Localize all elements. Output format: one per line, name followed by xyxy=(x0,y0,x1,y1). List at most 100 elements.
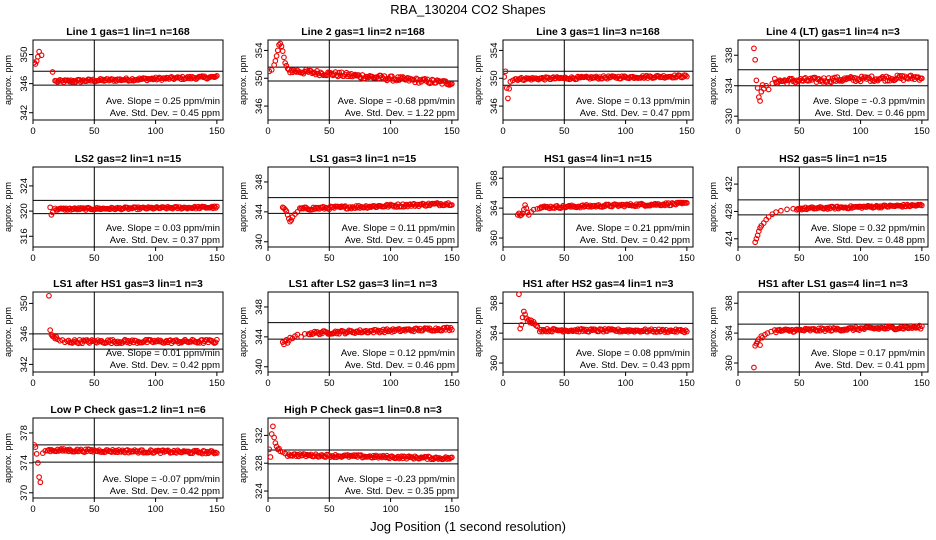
data-point xyxy=(545,328,552,335)
data-point xyxy=(271,434,277,441)
y-tick-label: 328 xyxy=(254,455,265,471)
x-tick-label: 0 xyxy=(735,378,740,389)
data-point xyxy=(33,444,39,451)
x-tick-label: 150 xyxy=(444,378,460,389)
y-tick-label: 364 xyxy=(724,325,735,341)
data-point xyxy=(54,446,61,453)
data-point xyxy=(435,201,442,207)
data-point xyxy=(684,328,690,335)
x-tick-label: 150 xyxy=(679,253,695,264)
data-points xyxy=(279,200,455,225)
y-tick-label: 350 xyxy=(254,70,265,86)
panel-title: HS1 after HS2 gas=4 lin=1 n=3 xyxy=(523,278,674,290)
data-point xyxy=(518,322,525,328)
x-tick-label: 0 xyxy=(500,126,505,137)
y-axis-label: approx. ppm xyxy=(473,182,483,232)
data-point xyxy=(49,209,56,216)
data-point xyxy=(619,73,625,80)
stddev-annotation: Ave. Std. Dev. = 0.48 ppm xyxy=(815,235,925,246)
y-tick-label: 350 xyxy=(489,70,500,86)
slope-annotation: Ave. Slope = 0.25 ppm/min xyxy=(106,96,220,107)
x-tick-label: 50 xyxy=(794,126,805,137)
stddev-annotation: Ave. Std. Dev. = 0.46 ppm xyxy=(345,360,455,371)
plot-frame xyxy=(737,39,929,121)
x-tick-label: 150 xyxy=(209,504,225,515)
y-axis-label: approx. ppm xyxy=(238,307,248,357)
x-tick-label: 150 xyxy=(444,504,460,515)
x-tick-label: 150 xyxy=(209,378,225,389)
data-point xyxy=(771,75,778,82)
data-points xyxy=(33,48,220,86)
y-tick-label: 346 xyxy=(489,98,500,114)
data-point xyxy=(214,73,220,79)
panel-9: LS1 after HS1 gas=3 lin=1 n=3 0 50 100 150 34… xyxy=(3,278,225,389)
data-point xyxy=(332,69,339,75)
data-point xyxy=(753,77,760,84)
panel-title: Line 2 gas=1 lin=2 n=168 xyxy=(301,26,425,38)
data-point xyxy=(825,75,832,81)
slope-annotation: Ave. Slope = 0.13 ppm/min xyxy=(576,96,690,107)
y-axis-label: approx. ppm xyxy=(238,55,248,105)
x-tick-label: 0 xyxy=(265,253,270,264)
data-point xyxy=(831,74,838,81)
y-tick-label: 342 xyxy=(19,105,30,121)
data-point xyxy=(684,73,690,80)
data-point xyxy=(73,448,79,454)
data-point xyxy=(513,76,520,82)
y-axis-label: approx. ppm xyxy=(238,433,248,483)
slope-annotation: Ave. Slope = -0.3 ppm/min xyxy=(813,96,925,107)
x-tick-label: 100 xyxy=(148,253,164,264)
data-point xyxy=(191,75,198,81)
data-point xyxy=(525,316,532,323)
data-point xyxy=(834,74,841,80)
data-point xyxy=(380,326,387,333)
y-tick-label: 332 xyxy=(254,427,265,443)
data-point xyxy=(214,450,220,456)
y-tick-label: 378 xyxy=(19,425,30,441)
data-point xyxy=(337,204,344,211)
x-tick-label: 50 xyxy=(89,504,100,515)
data-points xyxy=(268,40,455,88)
data-point xyxy=(47,204,54,211)
data-point xyxy=(38,52,45,59)
data-point xyxy=(684,200,690,206)
data-point xyxy=(652,200,658,207)
data-point xyxy=(287,218,293,225)
stddev-annotation: Ave. Std. Dev. = 0.37 ppm xyxy=(110,235,220,246)
y-tick-label: 324 xyxy=(254,483,265,499)
data-point xyxy=(674,73,680,80)
x-tick-label: 50 xyxy=(89,126,100,137)
x-tick-label: 150 xyxy=(209,253,225,264)
y-axis-label: approx. ppm xyxy=(708,182,718,232)
panel-14: High P Check gas=1 lin=0.8 n=3 0 50 100 150 3… xyxy=(238,404,460,515)
data-point xyxy=(534,323,541,330)
data-point xyxy=(370,452,377,459)
data-point xyxy=(268,67,275,73)
data-point xyxy=(503,74,508,80)
x-tick-label: 100 xyxy=(853,126,869,137)
panel-2: Line 2 gas=1 lin=2 n=168 0 50 100 150 346 350 3… xyxy=(238,26,460,137)
y-tick-label: 316 xyxy=(19,228,30,244)
figure-title: RBA_130204 CO2 Shapes xyxy=(390,2,546,17)
panel-12: HS1 after LS1 gas=4 lin=1 n=3 0 50 100 150 36… xyxy=(708,278,930,389)
x-tick-label: 100 xyxy=(618,126,634,137)
y-axis-label: approx. ppm xyxy=(3,307,13,357)
data-point xyxy=(381,73,388,79)
data-points xyxy=(516,291,690,336)
data-point xyxy=(916,322,923,329)
data-point xyxy=(428,456,434,463)
y-tick-label: 348 xyxy=(254,174,265,190)
stddev-annotation: Ave. Std. Dev. = 0.42 ppm xyxy=(110,360,220,371)
data-points xyxy=(514,199,690,219)
data-points xyxy=(46,292,220,347)
data-point xyxy=(315,330,322,337)
x-tick-label: 50 xyxy=(559,378,570,389)
panel-title: Line 3 gas=1 lin=3 n=168 xyxy=(536,26,660,38)
data-point xyxy=(282,206,289,213)
data-point xyxy=(919,75,925,82)
data-point xyxy=(36,474,42,480)
plot-frame xyxy=(502,166,694,248)
data-point xyxy=(276,445,282,452)
y-axis-label: approx. ppm xyxy=(3,55,13,105)
